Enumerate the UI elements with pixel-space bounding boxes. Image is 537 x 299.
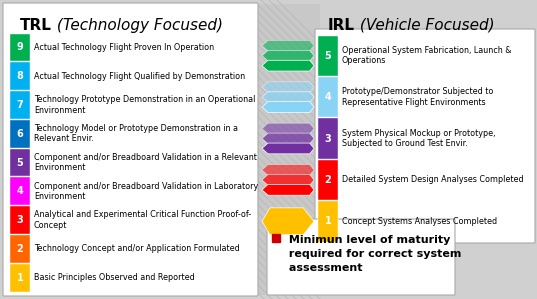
- Text: 3: 3: [17, 215, 24, 225]
- Text: Operational System Fabrication, Launch &
Operations: Operational System Fabrication, Launch &…: [342, 46, 512, 65]
- Text: 3: 3: [325, 133, 331, 144]
- Text: 9: 9: [17, 42, 24, 52]
- Text: Analytical and Experimental Critical Function Proof-of-
Concept: Analytical and Experimental Critical Fun…: [34, 210, 251, 230]
- Text: Basic Principles Observed and Reported: Basic Principles Observed and Reported: [34, 273, 195, 282]
- Bar: [10, 177, 30, 205]
- Polygon shape: [262, 50, 314, 61]
- Bar: [318, 201, 338, 242]
- Text: Minimun level of maturity
 required for correct system
 assessment: Minimun level of maturity required for c…: [285, 235, 461, 273]
- Bar: [10, 206, 30, 234]
- Text: Component and/or Breadboard Validation in Laboratory
Environment: Component and/or Breadboard Validation i…: [34, 181, 258, 201]
- Bar: [10, 235, 30, 263]
- Polygon shape: [262, 40, 314, 51]
- Text: 5: 5: [17, 158, 24, 167]
- Polygon shape: [262, 164, 314, 175]
- Text: Actual Technology Flight Qualified by Demonstration: Actual Technology Flight Qualified by De…: [34, 72, 245, 81]
- Text: 4: 4: [325, 92, 331, 102]
- Text: 2: 2: [325, 175, 331, 185]
- Text: System Physical Mockup or Prototype,
Subjected to Ground Test Envir.: System Physical Mockup or Prototype, Sub…: [342, 129, 496, 148]
- Bar: [10, 62, 30, 90]
- FancyBboxPatch shape: [3, 3, 258, 296]
- Text: Technology Prototype Demonstration in an Operational
Environment: Technology Prototype Demonstration in an…: [34, 95, 256, 115]
- Bar: [257, 4, 320, 295]
- Text: Detailed System Design Analyses Completed: Detailed System Design Analyses Complete…: [342, 176, 524, 184]
- Text: Actual Technology Flight Proven In Operation: Actual Technology Flight Proven In Opera…: [34, 43, 214, 52]
- Text: 6: 6: [17, 129, 24, 139]
- Text: Concept Systems Analyses Completed: Concept Systems Analyses Completed: [342, 217, 497, 226]
- Polygon shape: [262, 82, 314, 93]
- Polygon shape: [262, 123, 314, 134]
- Text: IRL: IRL: [328, 18, 355, 33]
- FancyBboxPatch shape: [267, 219, 455, 295]
- Bar: [10, 91, 30, 119]
- Text: 2: 2: [17, 244, 24, 254]
- Text: 4: 4: [17, 186, 24, 196]
- Polygon shape: [262, 60, 314, 71]
- Text: 1: 1: [17, 273, 24, 283]
- Bar: [318, 118, 338, 159]
- Bar: [10, 33, 30, 61]
- Text: 5: 5: [325, 51, 331, 61]
- Bar: [318, 160, 338, 200]
- Bar: [318, 36, 338, 76]
- FancyBboxPatch shape: [315, 29, 535, 243]
- Polygon shape: [262, 143, 314, 154]
- Polygon shape: [262, 175, 314, 185]
- Polygon shape: [262, 208, 314, 235]
- Polygon shape: [262, 92, 314, 103]
- Bar: [10, 264, 30, 292]
- Text: Technology Concept and/or Application Formulated: Technology Concept and/or Application Fo…: [34, 244, 240, 253]
- Text: 7: 7: [17, 100, 24, 110]
- Text: TRL: TRL: [20, 18, 52, 33]
- Polygon shape: [262, 102, 314, 112]
- Bar: [318, 77, 338, 117]
- Polygon shape: [262, 133, 314, 144]
- Text: 1: 1: [325, 216, 331, 226]
- Text: 8: 8: [17, 71, 24, 81]
- Text: (Technology Focused): (Technology Focused): [52, 18, 223, 33]
- Polygon shape: [262, 184, 314, 195]
- Text: Prototype/Demonstrator Subjected to
Representative Flight Environments: Prototype/Demonstrator Subjected to Repr…: [342, 87, 494, 107]
- Text: Component and/or Breadboard Validation in a Relevant
Environment: Component and/or Breadboard Validation i…: [34, 153, 257, 172]
- Text: Technology Model or Prototype Demonstration in a
Relevant Envir.: Technology Model or Prototype Demonstrat…: [34, 124, 238, 144]
- Text: (Vehicle Focused): (Vehicle Focused): [355, 18, 495, 33]
- Bar: [10, 120, 30, 148]
- Bar: [10, 149, 30, 176]
